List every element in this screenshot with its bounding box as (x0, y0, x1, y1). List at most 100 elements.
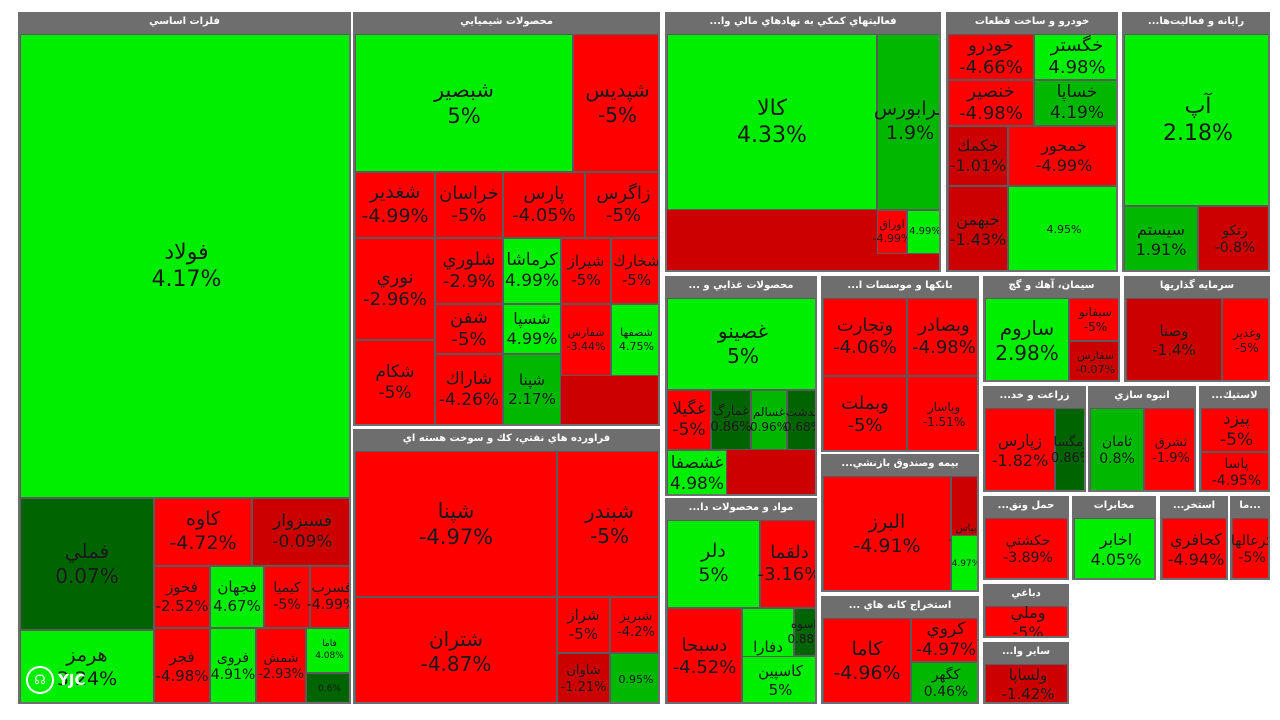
treemap-tile[interactable]: کگهر 0.46% (911, 662, 977, 702)
sector-9[interactable]: فراورده هاي نفتي، کك و سوخت هسته اي شپنا -… (353, 429, 660, 704)
treemap-tile[interactable]: اخابر 4.05% (1074, 518, 1154, 578)
treemap-tile[interactable]: فخوز -2.52% (154, 566, 210, 628)
sector-10[interactable]: مواد و محصولات دا... دلر 5% دلقما -3.16% دسبح… (665, 498, 817, 704)
treemap-tile[interactable]: خگستر 4.98% (1034, 34, 1116, 80)
sector-20[interactable]: ساير وا... ولساپا -1.42% (983, 642, 1069, 704)
treemap-tile[interactable]: فرابورس 1.9% (874, 34, 939, 210)
treemap-tile[interactable]: زپارس -1.82% (985, 408, 1055, 490)
sector-4[interactable]: رايانه و فعاليت‌ها... آپ 2.18% سيستم 1.91% رت… (1122, 12, 1270, 272)
treemap-tile[interactable]: غمارگ 0.86% (710, 390, 752, 450)
treemap-tile[interactable]: کروي -4.97% (911, 618, 977, 662)
treemap-tile[interactable]: وصنا -1.4% (1126, 298, 1222, 380)
treemap-tile[interactable]: کیمیا -5% (264, 566, 310, 628)
treemap-tile[interactable]: شبندر -5% (557, 451, 658, 597)
sector-21[interactable]: ...ما کرعالها-5% (1230, 496, 1270, 580)
treemap-tile[interactable]: دسبحا -4.52% (667, 608, 742, 702)
sector-17[interactable]: مخابرات اخابر 4.05% (1072, 496, 1156, 580)
treemap-tile[interactable]: سفارس -0.07% (1069, 341, 1118, 380)
sector-14[interactable]: انبوه سازي ثامان 0.8% ثشرق -1.9% (1088, 386, 1196, 492)
sector-5[interactable]: محصولات غذايي و ... غصينو 5% غگيلا -5% غشصفا 4… (665, 276, 817, 496)
treemap-tile[interactable]: وتجارت -4.06% (823, 298, 907, 376)
treemap-tile[interactable]: ثامان 0.8% (1090, 408, 1144, 490)
treemap-tile[interactable]: زاگرس -5% (585, 172, 658, 238)
treemap-tile[interactable]: فسبزوار -0.09% (252, 498, 349, 566)
treemap-tile[interactable]: غگيلا -5% (667, 390, 711, 450)
treemap-tile[interactable]: کالا 4.33% (667, 34, 877, 210)
treemap-tile[interactable]: شفن -5% (435, 304, 503, 354)
treemap-tile[interactable]: نوري -2.96% (355, 238, 435, 340)
treemap-tile[interactable]: ثشرق -1.9% (1144, 408, 1194, 490)
treemap-tile[interactable]: شپديس -5% (573, 34, 658, 172)
treemap-tile[interactable]: خنصير -4.98% (948, 80, 1034, 126)
treemap-tile[interactable]: شصفها 4.75% (611, 304, 658, 376)
treemap-tile[interactable]: شراز -5% (557, 597, 610, 653)
treemap-tile[interactable]: فولاد 4.17% (20, 34, 349, 498)
treemap-tile[interactable]: خساپا 4.19% (1034, 80, 1116, 126)
sector-2[interactable]: فعاليتهاي کمکي به نهادهاي مالي وا... کالا… (665, 12, 941, 272)
treemap-tile[interactable]: شتران -4.87% (355, 597, 557, 702)
treemap-tile[interactable]: شخارك -5% (611, 238, 658, 304)
treemap-tile[interactable]: ولساپا -1.42% (985, 664, 1067, 702)
treemap-tile[interactable]: فجر -4.98% (154, 628, 210, 702)
treemap-tile[interactable]: شکام -5% (355, 340, 435, 424)
treemap-tile[interactable]: اوراق -4.99% (873, 210, 911, 254)
treemap-tile[interactable]: ساروم 2.98% (985, 298, 1069, 380)
treemap-tile[interactable]: آپ 2.18% (1124, 34, 1268, 206)
treemap-tile[interactable]: پارس -4.05% (503, 172, 585, 238)
treemap-tile[interactable]: 0.6% (306, 673, 349, 702)
treemap-tile[interactable]: پاسا -4.95% (1201, 452, 1268, 490)
treemap-tile[interactable]: 4.97% (951, 535, 977, 590)
treemap-tile[interactable]: کرماشا 4.99% (503, 238, 561, 304)
treemap-tile[interactable]: شاراك -4.26% (435, 354, 503, 424)
treemap-tile[interactable]: شمش -2.93% (256, 628, 306, 702)
sector-0[interactable]: فلزات اساسي فولاد 4.17% فملي 0.07% هرمز 3.24% ک… (18, 12, 351, 704)
sector-12[interactable]: استخراج کانه هاي ... کاما -4.96% کروي -4.97%… (821, 596, 979, 704)
treemap-tile[interactable]: البرز -4.91% (823, 476, 951, 590)
treemap-tile[interactable]: شبصير 5% (355, 34, 573, 172)
treemap-tile[interactable]: شپنا -4.97% (355, 451, 557, 597)
treemap-tile[interactable]: شفارس -3.44% (561, 304, 611, 376)
treemap-tile[interactable]: رتکو -0.8% (1198, 206, 1268, 270)
sector-7[interactable]: سيمان، آهك و گچ ساروم 2.98% سيفانو -5% سفارس -… (983, 276, 1120, 382)
treemap-tile[interactable]: سيستم 1.91% (1124, 206, 1198, 270)
sector-16[interactable]: حمل ونق... حکشتي -3.89% (983, 496, 1069, 580)
treemap-tile[interactable]: دلر 5% (667, 520, 760, 608)
treemap-tile[interactable]: 0.95% (610, 653, 658, 702)
treemap-tile[interactable]: شسپا 4.99% (503, 304, 561, 354)
sector-18[interactable]: استخر... کحافري -4.94% (1160, 496, 1228, 580)
sector-19[interactable]: دباغي وملي -5% (983, 584, 1069, 638)
treemap-tile[interactable]: داسوه0.88% (787, 608, 815, 656)
treemap-tile[interactable]: خراسان -5% (435, 172, 503, 238)
treemap-tile[interactable]: کرعالها-5% (1232, 518, 1268, 578)
treemap-tile[interactable]: وملي -5% (985, 606, 1067, 636)
treemap-tile[interactable]: خبهمن -1.43% (948, 186, 1008, 270)
treemap-tile[interactable]: فجهان 4.67% (210, 566, 264, 628)
treemap-tile[interactable]: شيراز -5% (561, 238, 611, 304)
treemap-tile[interactable]: شبريز -4.2% (610, 597, 658, 653)
sector-1[interactable]: محصولات شيميايي شبصير 5% شپديس -5% شغدير -4.99… (353, 12, 660, 426)
treemap-tile[interactable]: فسرب-4.99% (307, 566, 349, 628)
treemap-tile[interactable]: خمحور -4.99% (1008, 126, 1116, 186)
treemap-tile[interactable]: وپاسار -1.51% (907, 376, 977, 450)
treemap-tile[interactable]: شاوان -1.21% (557, 653, 610, 702)
treemap-tile[interactable]: خکمك -1.01% (948, 126, 1008, 186)
sector-13[interactable]: زراعت و خد... زپارس-1.82%زمگسا0.86% (983, 386, 1086, 492)
treemap-tile[interactable]: کاما -4.96% (823, 618, 911, 702)
treemap-tile[interactable]: پيزد -5% (1201, 408, 1268, 452)
treemap-tile[interactable]: شغدير -4.99% (355, 172, 435, 238)
treemap-tile[interactable]: وبملت -5% (823, 376, 907, 450)
treemap-tile[interactable]: غسالم 0.96% (750, 390, 788, 450)
treemap-tile[interactable]: کاوه -4.72% (154, 498, 252, 566)
treemap-tile[interactable]: فاما 4.08% (306, 628, 349, 673)
sector-8[interactable]: سرمايه گذاريها وصنا -1.4% وغدير -5% (1124, 276, 1270, 382)
treemap-tile[interactable]: غشصفا 4.98% (667, 450, 727, 494)
treemap-tile[interactable]: غدشت0.68% (784, 390, 815, 450)
treemap-tile[interactable]: وبصادر -4.98% (907, 298, 977, 376)
treemap-tile[interactable]: دلقما -3.16% (758, 520, 815, 608)
treemap-tile[interactable]: 4.95% (1008, 186, 1116, 270)
treemap-tile[interactable]: فروی 4.91% (210, 628, 256, 702)
sector-15[interactable]: لاستيك... پيزد -5% پاسا -4.95% (1199, 386, 1270, 492)
treemap-tile[interactable]: کاسپین 5% (742, 656, 815, 702)
treemap-tile[interactable]: 4.99% (907, 210, 939, 254)
treemap-tile[interactable]: سيفانو -5% (1069, 298, 1118, 341)
